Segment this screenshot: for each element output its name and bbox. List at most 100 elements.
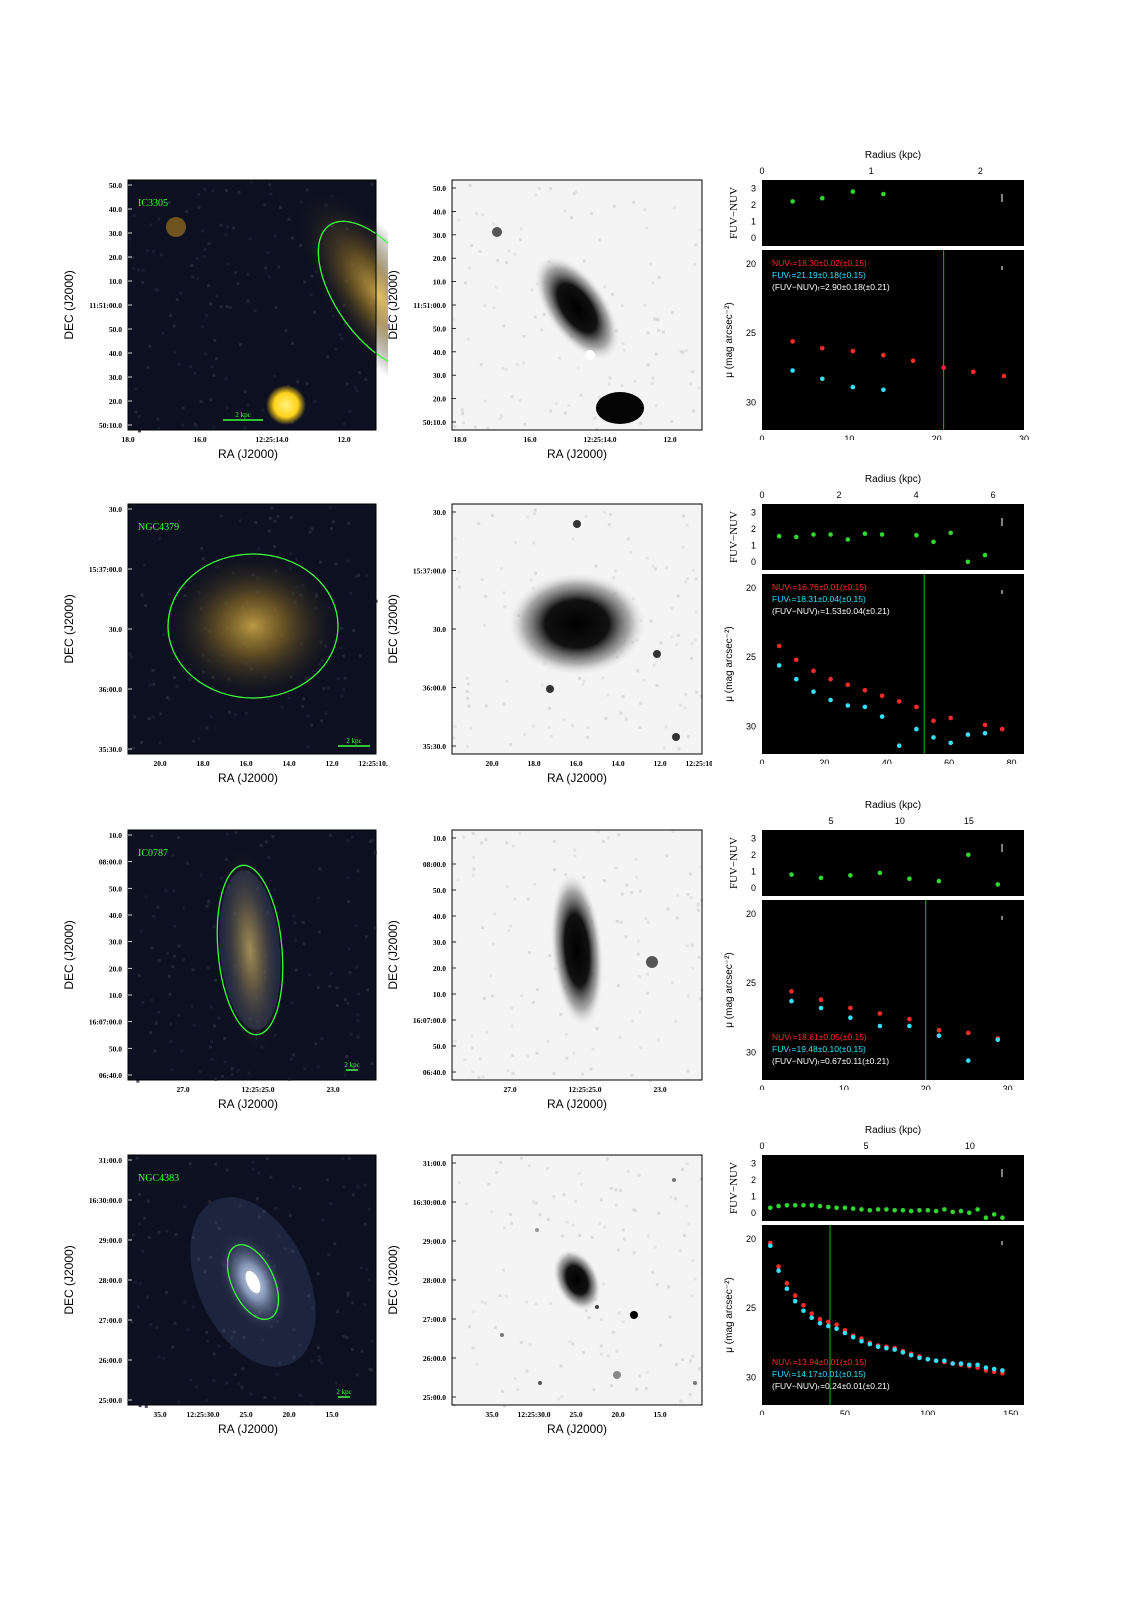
noise-speck <box>190 1004 194 1008</box>
star <box>672 1178 676 1182</box>
noise-speck <box>191 968 195 972</box>
galaxy-name: IC0787 <box>138 848 168 859</box>
dec-tick-label: 28:00.0 <box>423 1276 446 1285</box>
noise-speck <box>128 652 132 656</box>
noise-speck <box>619 1188 623 1192</box>
noise-speck <box>462 421 465 425</box>
noise-speck <box>510 1024 514 1028</box>
noise-speck <box>220 1074 224 1078</box>
noise-speck <box>477 522 481 526</box>
noise-speck <box>341 1157 345 1161</box>
kpc-tick-label: 15 <box>964 816 974 826</box>
noise-speck <box>146 365 150 369</box>
noise-speck <box>674 1020 678 1024</box>
noise-speck <box>593 416 597 420</box>
noise-speck <box>525 1369 529 1373</box>
ra-axis-label: RA (J2000) <box>218 447 278 461</box>
noise-speck <box>453 537 457 541</box>
noise-speck <box>185 210 189 214</box>
dec-tick-label: 30.0 <box>109 229 122 238</box>
noise-speck <box>333 1242 337 1246</box>
dec-tick-label: 50:10.0 <box>423 418 446 427</box>
dec-tick-label: 15:37:00.0 <box>89 565 122 574</box>
noise-speck <box>368 1367 372 1371</box>
ra-axis-label: RA (J2000) <box>218 1097 278 1111</box>
noise-speck <box>203 1270 207 1274</box>
noise-speck <box>249 1392 253 1396</box>
dec-tick-label: 10.0 <box>109 991 122 1000</box>
noise-speck <box>317 1355 321 1359</box>
noise-speck <box>186 861 190 865</box>
noise-speck <box>483 304 487 308</box>
noise-speck <box>619 711 623 715</box>
noise-speck <box>493 912 497 916</box>
noise-speck <box>630 891 634 894</box>
noise-speck <box>334 348 338 351</box>
noise-speck <box>676 594 680 598</box>
data-point-fuvnuv <box>995 882 1001 887</box>
data-point-fuvnuv <box>809 1203 814 1208</box>
noise-speck <box>639 1046 643 1050</box>
data-point-nuv <box>850 348 856 354</box>
color-image-panel: IC3305 2 kpc 50.0 40.0 30.0 20.0 10.0 11:51:00.… <box>62 179 388 461</box>
data-point-fuvnuv <box>914 533 919 538</box>
dec-tick-label: 06:40.0 <box>99 1071 122 1080</box>
data-point-nuv <box>776 1264 781 1269</box>
noise-speck <box>164 889 168 893</box>
data-point-fuv <box>790 368 795 373</box>
noise-speck <box>214 1221 218 1225</box>
noise-speck <box>346 559 350 563</box>
noise-speck <box>351 1193 355 1197</box>
noise-speck <box>662 330 665 334</box>
noise-speck <box>298 1186 302 1190</box>
data-point-nuv <box>907 1016 912 1022</box>
noise-speck <box>358 371 361 375</box>
noise-speck <box>259 843 263 847</box>
noise-speck <box>212 1352 216 1356</box>
color-axis-label: FUV−NUV <box>728 1162 740 1214</box>
data-point-fuvnuv <box>931 539 936 545</box>
ra-tick-label: 12:25:14.0 <box>255 435 288 444</box>
noise-speck <box>195 256 199 260</box>
data-point-fuv <box>850 1334 856 1340</box>
noise-speck <box>565 1056 569 1060</box>
dec-tick-label: 40.0 <box>433 207 446 216</box>
data-point-nuv <box>818 997 824 1002</box>
noise-speck <box>272 545 276 549</box>
noise-speck <box>674 1197 678 1201</box>
galaxy-image <box>506 571 648 677</box>
kpc-tick-label: 0 <box>759 1141 764 1151</box>
ra-tick-label: 16.0 <box>569 759 582 768</box>
noise-speck <box>643 208 647 212</box>
noise-speck <box>209 1255 213 1259</box>
noise-speck <box>582 679 586 683</box>
ra-tick-label: 23.0 <box>653 1085 666 1094</box>
mu-axis-label: μ (mag arcsec⁻²) <box>724 626 735 702</box>
dec-tick-label: 30.0 <box>433 371 446 380</box>
dec-tick-label: 25:00.0 <box>99 1396 122 1405</box>
noise-speck <box>130 655 133 659</box>
ra-tick-label: 14.0 <box>282 759 295 768</box>
noise-speck <box>169 1022 173 1026</box>
noise-speck <box>501 366 505 370</box>
noise-speck <box>346 1291 350 1295</box>
noise-speck <box>273 1033 277 1037</box>
data-point-fuvnuv <box>862 531 868 536</box>
noise-speck <box>186 1328 190 1332</box>
noise-speck <box>573 848 577 852</box>
noise-speck <box>191 1236 195 1240</box>
fuv-total-magnitude: FUVₜ=18.31±0.04(±0.15) <box>772 594 866 604</box>
noise-speck <box>263 1396 267 1399</box>
galaxy-core <box>245 1270 261 1294</box>
dec-tick-label: 30.0 <box>433 231 446 240</box>
noise-speck <box>620 892 624 896</box>
noise-speck <box>515 362 519 366</box>
noise-speck <box>363 1303 367 1307</box>
noise-speck <box>302 942 306 946</box>
noise-speck <box>167 697 171 701</box>
noise-speck <box>149 223 153 227</box>
noise-speck <box>189 365 192 369</box>
noise-speck <box>649 262 653 266</box>
noise-speck <box>533 512 537 516</box>
noise-speck <box>546 1166 550 1170</box>
